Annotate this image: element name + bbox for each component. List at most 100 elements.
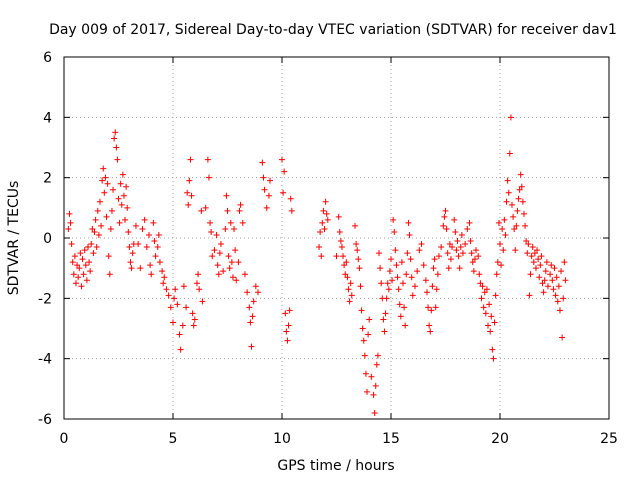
data-point	[265, 192, 272, 199]
data-point	[333, 253, 340, 260]
data-point	[338, 244, 345, 251]
data-point	[475, 253, 482, 260]
data-point	[466, 219, 473, 226]
data-point	[132, 222, 139, 229]
data-point	[368, 373, 375, 380]
data-point	[513, 222, 520, 229]
data-point	[562, 277, 569, 284]
data-point	[483, 286, 490, 293]
data-point	[438, 244, 445, 251]
data-point	[426, 322, 433, 329]
data-point	[406, 231, 413, 238]
data-point	[556, 307, 563, 314]
data-point	[358, 307, 365, 314]
data-point	[451, 216, 458, 223]
data-point	[407, 256, 414, 263]
data-point	[477, 280, 484, 287]
data-point	[113, 144, 120, 151]
data-point	[447, 256, 454, 263]
data-point	[82, 262, 89, 269]
data-point	[392, 247, 399, 254]
data-point	[529, 244, 536, 251]
data-point	[440, 222, 447, 229]
data-point	[457, 244, 464, 251]
data-point	[516, 186, 523, 193]
data-point	[65, 225, 72, 232]
data-point	[544, 283, 551, 290]
data-point	[409, 292, 416, 299]
data-point	[531, 250, 538, 257]
data-point	[107, 225, 114, 232]
data-point	[284, 337, 291, 344]
data-point	[384, 280, 391, 287]
data-point	[353, 241, 360, 248]
data-point	[555, 283, 562, 290]
data-point	[324, 216, 331, 223]
data-point	[186, 177, 193, 184]
data-point	[536, 274, 543, 281]
data-point	[495, 219, 502, 226]
data-point	[534, 247, 541, 254]
data-point	[541, 277, 548, 284]
data-point	[129, 250, 136, 257]
data-point	[493, 271, 500, 278]
data-point	[535, 256, 542, 263]
data-point	[398, 259, 405, 266]
y-axis-label: SDTVAR / TECUs	[6, 181, 22, 296]
data-point	[352, 222, 359, 229]
data-point	[92, 216, 99, 223]
data-point	[103, 213, 110, 220]
data-point	[360, 337, 367, 344]
data-point	[540, 289, 547, 296]
data-point	[171, 295, 178, 302]
data-point	[249, 313, 256, 320]
data-point	[232, 247, 239, 254]
data-point	[189, 310, 196, 317]
data-point	[539, 280, 546, 287]
y-tick-label: -6	[38, 412, 52, 428]
data-point	[528, 253, 535, 260]
data-point	[345, 286, 352, 293]
data-point	[403, 271, 410, 278]
data-point	[455, 253, 462, 260]
data-point	[223, 192, 230, 199]
data-point	[116, 219, 123, 226]
data-point	[506, 150, 513, 157]
data-point	[204, 156, 211, 163]
data-point	[323, 210, 330, 217]
data-point	[372, 382, 379, 389]
data-point	[259, 159, 266, 166]
data-point	[388, 256, 394, 263]
data-point	[184, 189, 191, 196]
data-point	[399, 280, 406, 287]
data-point	[114, 156, 121, 163]
data-point	[476, 271, 483, 278]
data-point	[222, 225, 229, 232]
y-tick-label: 4	[43, 110, 52, 126]
y-tick-label: 6	[43, 50, 52, 66]
data-point	[211, 247, 218, 254]
data-point	[128, 265, 135, 272]
data-point	[214, 262, 221, 269]
x-tick-label: 5	[169, 431, 178, 447]
data-point	[90, 250, 97, 257]
data-point	[441, 213, 448, 220]
data-point	[159, 268, 166, 275]
data-point	[558, 268, 565, 275]
data-point	[235, 259, 242, 266]
data-point	[165, 292, 172, 299]
data-point	[99, 177, 106, 184]
data-point	[514, 207, 521, 214]
data-point	[104, 180, 111, 187]
data-point	[91, 228, 98, 235]
data-point	[446, 241, 453, 248]
data-point	[119, 171, 126, 178]
data-point	[120, 192, 127, 199]
x-tick-label: 20	[491, 431, 509, 447]
data-point	[522, 222, 529, 229]
data-point	[81, 247, 88, 254]
data-point	[229, 274, 236, 281]
data-point	[261, 186, 268, 193]
data-point	[382, 310, 389, 317]
